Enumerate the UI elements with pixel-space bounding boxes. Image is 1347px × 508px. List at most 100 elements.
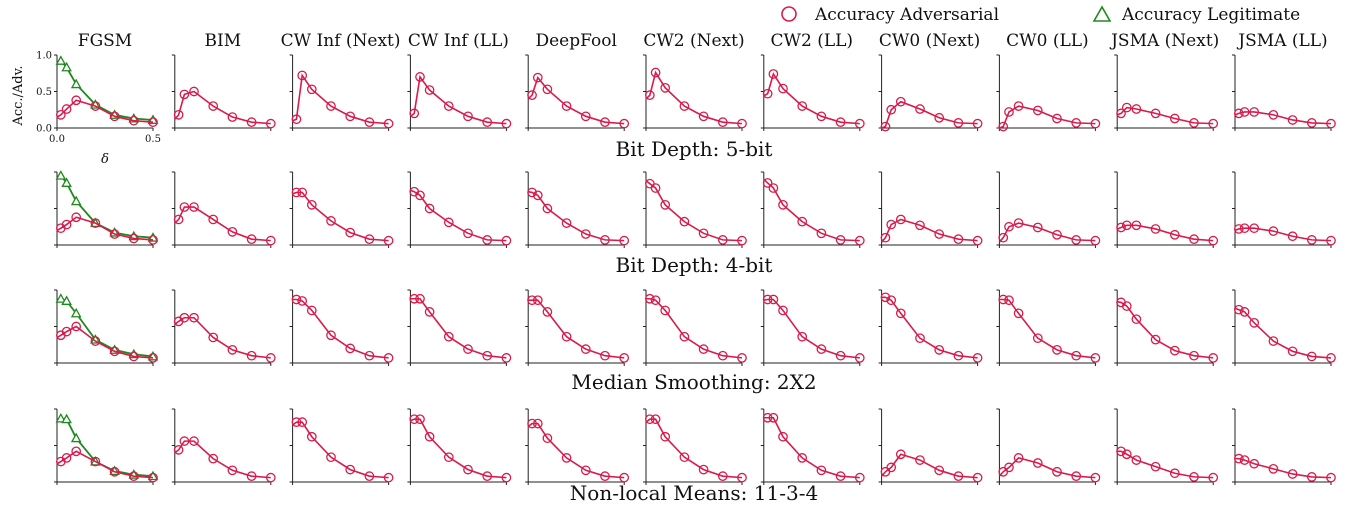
series-adversarial-point <box>880 232 891 243</box>
series-adversarial-point <box>173 445 184 455</box>
series-adversarial-point <box>972 472 983 483</box>
series-adversarial-line <box>645 70 743 125</box>
column-title: CW2 (LL) <box>771 31 854 51</box>
series-adversarial-point <box>1032 105 1043 116</box>
series-adversarial-line <box>292 191 389 242</box>
series-legitimate-point <box>61 61 72 72</box>
series-adversarial-point <box>55 110 66 120</box>
series-adversarial-point <box>762 294 773 305</box>
series-adversarial-point <box>650 67 661 78</box>
series-adversarial-line <box>174 90 271 125</box>
subplot <box>171 54 276 131</box>
series-adversarial-point <box>1116 108 1126 119</box>
series-adversarial-point <box>737 472 747 483</box>
series-adversarial-point <box>1121 449 1132 460</box>
series-adversarial-point <box>345 343 356 354</box>
series-adversarial-line <box>56 325 154 359</box>
series-adversarial-point <box>1306 235 1317 245</box>
series-adversarial-point <box>644 90 655 101</box>
series-adversarial-point <box>915 455 925 465</box>
series-adversarial-point <box>109 346 120 357</box>
series-adversarial-point <box>297 70 308 81</box>
series-adversarial-point <box>1032 458 1043 468</box>
series-adversarial-point <box>189 436 199 446</box>
series-adversarial-point <box>189 86 199 97</box>
series-legitimate-point <box>61 177 72 187</box>
series-adversarial-point <box>71 446 82 457</box>
series-adversarial-line <box>174 206 271 242</box>
series-adversarial-point <box>1189 350 1199 361</box>
series-adversarial-point <box>816 465 827 476</box>
series-adversarial-line <box>763 416 860 479</box>
series-adversarial-line <box>292 298 389 359</box>
series-adversarial-point <box>415 414 425 425</box>
subplot <box>643 289 747 366</box>
series-adversarial-point <box>1306 472 1317 482</box>
x-axis-label: δ <box>101 152 109 167</box>
series-adversarial-point <box>1233 453 1244 464</box>
row-title: Non-local Means: 11-3-4 <box>570 481 818 505</box>
series-adversarial-point <box>600 471 610 482</box>
series-adversarial-point <box>717 235 728 245</box>
series-adversarial-point <box>895 96 906 107</box>
series-adversarial-line <box>763 72 860 125</box>
series-adversarial-point <box>482 471 493 482</box>
series-adversarial-line <box>998 222 1096 243</box>
series-adversarial-point <box>619 235 630 246</box>
column-title: JSMA (Next) <box>1109 31 1219 51</box>
subplot <box>407 54 512 131</box>
series-adversarial-point <box>1090 235 1101 246</box>
series-adversarial-point <box>246 117 257 128</box>
series-adversarial-point <box>128 233 139 244</box>
series-adversarial-line <box>1117 450 1214 479</box>
series-adversarial-point <box>1249 107 1260 117</box>
series-adversarial-point <box>424 431 435 442</box>
series-adversarial-point <box>1121 301 1132 311</box>
series-adversarial-point <box>409 414 420 425</box>
series-adversarial-point <box>1090 353 1101 363</box>
subplot <box>54 289 159 366</box>
series-adversarial-point <box>265 353 276 363</box>
series-legitimate-point <box>70 307 82 318</box>
subplot <box>525 408 630 485</box>
series-adversarial-point <box>660 431 671 442</box>
series-adversarial-point <box>561 331 572 342</box>
series-adversarial-point <box>762 178 773 188</box>
series-adversarial-point <box>542 433 553 444</box>
series-adversarial-point <box>998 121 1009 132</box>
series-adversarial-point <box>561 218 572 228</box>
series-adversarial-point <box>109 111 120 122</box>
series-adversarial-point <box>527 418 537 429</box>
series-adversarial-point <box>173 214 184 225</box>
series-adversarial-point <box>148 117 158 128</box>
series-adversarial-point <box>1249 458 1260 469</box>
series-adversarial-point <box>972 235 983 246</box>
series-adversarial-point <box>1233 304 1244 315</box>
series-adversarial-point <box>854 118 865 129</box>
series-adversarial-point <box>443 331 454 342</box>
series-legitimate-point <box>55 170 67 180</box>
series-adversarial-point <box>326 216 336 226</box>
series-adversarial-point <box>345 111 356 122</box>
series-adversarial-point <box>227 465 238 476</box>
series-adversarial-point <box>501 235 512 246</box>
legend-legitimate-label: Accuracy Legitimate <box>1121 5 1300 25</box>
series-adversarial-point <box>532 190 543 201</box>
series-adversarial-point <box>246 471 257 482</box>
series-adversarial-point <box>1249 317 1260 328</box>
series-adversarial-point <box>1150 108 1161 119</box>
series-legitimate-point <box>61 413 72 424</box>
series-adversarial-line <box>998 457 1096 479</box>
series-adversarial-point <box>1150 224 1161 234</box>
series-adversarial-point <box>1169 468 1180 479</box>
series-adversarial-point <box>1169 345 1180 356</box>
series-adversarial-point <box>90 456 101 467</box>
series-adversarial-point <box>717 471 728 482</box>
series-adversarial-point <box>482 117 493 128</box>
series-adversarial-point <box>1239 223 1250 234</box>
y-tick-label: 1.0 <box>36 51 52 62</box>
column-title: FGSM <box>78 31 132 51</box>
series-adversarial-point <box>660 200 671 210</box>
series-adversarial-point <box>1287 231 1298 242</box>
series-adversarial-point <box>1208 235 1219 246</box>
